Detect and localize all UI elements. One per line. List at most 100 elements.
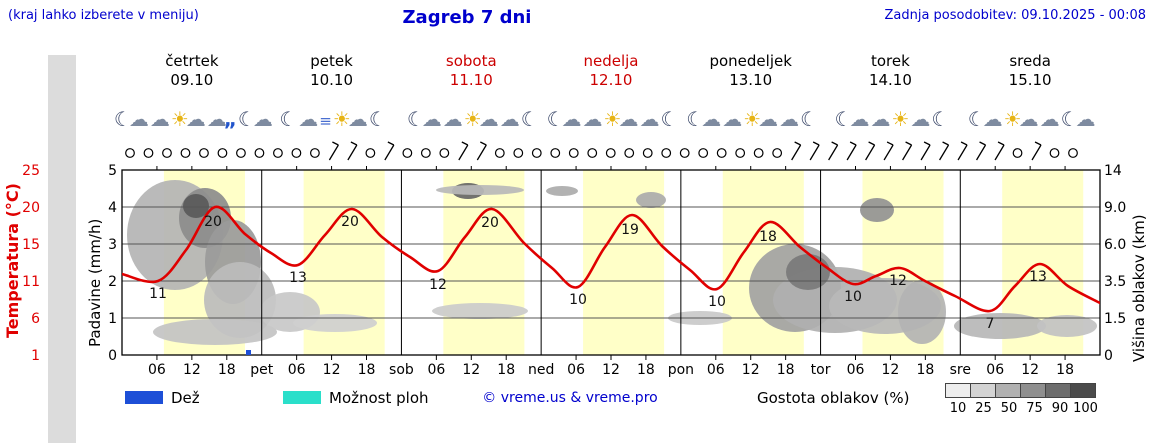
- daylight-bands: [163, 170, 1084, 355]
- day-name: nedelja: [583, 52, 639, 70]
- hour-tick: 06: [986, 362, 1004, 378]
- wind-barb-flag: [350, 141, 358, 146]
- last-update-timestamp: Zadnja posodobitev: 09.10.2025 - 00:08: [884, 8, 1146, 23]
- cloud-density-tick: 75: [1026, 401, 1043, 416]
- calm-wind-icon: [568, 148, 579, 158]
- calm-wind-icon: [402, 148, 413, 158]
- wind-barb-flag: [461, 141, 469, 146]
- cloud-blob: [749, 244, 841, 332]
- temperature-value: 20: [204, 214, 222, 230]
- wind-barb-flag: [905, 141, 912, 146]
- weather-icon: ☀☁: [332, 107, 368, 131]
- cloud-cover-blobs: [127, 180, 1097, 345]
- cloud-density-swatch: [1070, 383, 1096, 398]
- precip-tick: 2: [108, 274, 117, 290]
- day-date: 11.10: [449, 71, 493, 89]
- wind-barb-flag: [997, 141, 1005, 146]
- weather-icon: ☾: [660, 107, 678, 131]
- weather-icon: ☾: [279, 107, 297, 131]
- hour-tick: 06: [427, 362, 445, 378]
- day-abbrev-tick: sre: [950, 362, 971, 378]
- weather-icons-sobota: ☾☁ ☁ ☀☁ ☁ ☾: [401, 97, 541, 141]
- cloud-blob: [860, 198, 894, 222]
- calm-wind-icon: [420, 148, 431, 158]
- temp-tick: 25: [22, 163, 40, 179]
- cloud-height-tick: 3.5: [1104, 274, 1126, 290]
- calm-wind-icon: [310, 148, 320, 158]
- left-gutter-strip: [48, 55, 76, 443]
- calm-wind-icon: [162, 148, 172, 158]
- cloud-density-tick: 90: [1051, 401, 1069, 416]
- cloud-height-axis-label: Višina oblakov (km): [1130, 214, 1148, 362]
- temperature-value: 10: [844, 289, 862, 305]
- day-name: sobota: [445, 52, 497, 70]
- weather-icon: ☀: [891, 107, 909, 131]
- hour-tick: 06: [288, 362, 306, 378]
- weather-icon: ☾☁: [406, 107, 442, 131]
- day-date: 15.10: [1008, 71, 1052, 89]
- day-abbrev-tick: tor: [811, 362, 831, 378]
- temperature-curve: [122, 205, 1100, 313]
- hour-tick: 18: [218, 362, 236, 378]
- wind-barb-icon: [939, 144, 950, 161]
- calm-wind-icon: [217, 148, 228, 158]
- cloud-density-swatch: [995, 383, 1021, 398]
- rain-bar: [246, 350, 251, 355]
- calm-wind-icon: [236, 148, 246, 158]
- cloud-blob: [452, 183, 484, 199]
- cloud-blob: [773, 267, 897, 333]
- weather-icon: ☾☁: [546, 107, 582, 131]
- calm-wind-icon: [513, 148, 524, 158]
- cloud-blob: [260, 292, 320, 332]
- cloud-blob: [668, 311, 732, 325]
- hour-tick: 12: [602, 362, 620, 378]
- wind-barb-icon: [384, 144, 395, 161]
- temp-tick: 6: [31, 311, 40, 327]
- day-date: 12.10: [589, 71, 633, 89]
- temperature-value: 10: [708, 294, 726, 310]
- weather-icon: ☾☁: [686, 107, 721, 131]
- temp-tick: 11: [22, 274, 40, 290]
- hour-tick: 06: [707, 362, 725, 378]
- hour-tick: 18: [916, 362, 934, 378]
- cloud-blob: [432, 303, 528, 319]
- credit-link[interactable]: © vreme.us & vreme.pro: [482, 390, 658, 406]
- rain-swatch: [125, 391, 163, 404]
- cloud-density-scale: 10 25 50 75 90 100: [945, 383, 1115, 417]
- wind-barb-flag: [942, 141, 949, 146]
- temperature-value: 13: [289, 270, 307, 286]
- cloud-density-tick: 50: [1000, 401, 1018, 416]
- temperature-value: 20: [341, 214, 359, 230]
- wind-barb-icon: [994, 144, 1005, 161]
- wind-barb-icon: [828, 144, 839, 161]
- wind-barb-flag: [812, 141, 820, 146]
- calm-wind-icon: [291, 148, 302, 158]
- wind-barb-icon: [883, 144, 894, 161]
- calm-wind-icon: [605, 148, 616, 158]
- cloud-blob: [127, 180, 223, 290]
- weather-icon: ☾☁: [113, 107, 149, 131]
- temperature-value: 13: [1029, 269, 1047, 285]
- weather-icon: ☀☁: [1003, 107, 1039, 131]
- calm-wind-icon: [772, 148, 783, 158]
- day-header-sobota: sobota 11.10: [401, 52, 541, 90]
- day-date: 10.10: [310, 71, 354, 89]
- wind-barb-flag: [868, 141, 875, 146]
- cloud-height-tick: 14: [1104, 163, 1122, 179]
- calm-wind-icon: [125, 148, 135, 158]
- wind-barb-flag: [387, 141, 395, 146]
- day-name: petek: [310, 52, 353, 70]
- page-title: Zagreb 7 dni: [402, 7, 532, 28]
- weather-icon: ☁: [582, 107, 603, 131]
- wind-barb-icon: [902, 144, 913, 161]
- temp-tick: 1: [31, 348, 40, 364]
- cloud-blob: [786, 254, 830, 290]
- cloud-height-tick: 6.0: [1104, 237, 1126, 253]
- wind-barb-flag: [923, 141, 931, 146]
- cloud-blob: [436, 185, 524, 195]
- cloud-blob: [293, 314, 377, 332]
- cloud-density-swatch: [970, 383, 996, 398]
- cloud-blob: [898, 280, 946, 344]
- day-date: 09.10: [170, 71, 214, 89]
